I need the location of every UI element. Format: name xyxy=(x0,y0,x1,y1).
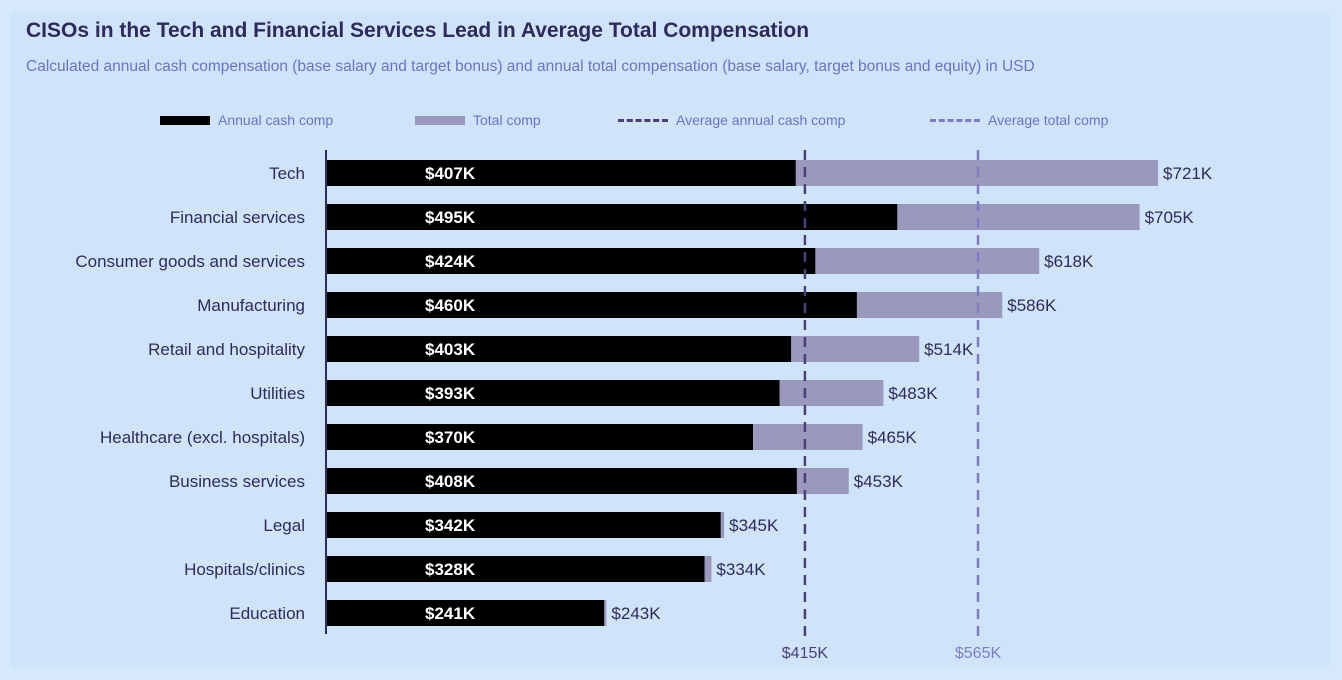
total-value-label: $334K xyxy=(716,560,766,579)
avg-cash-reference-label: $415K xyxy=(782,645,829,662)
category-label: Business services xyxy=(169,472,305,491)
legend: Annual cash comp Total comp Average annu… xyxy=(160,110,1160,132)
category-label: Utilities xyxy=(250,384,305,403)
total-value-label: $345K xyxy=(729,516,779,535)
total-value-label: $453K xyxy=(854,472,904,491)
cash-comp-bar xyxy=(326,292,857,318)
legend-swatch-cash xyxy=(160,115,210,125)
total-value-label: $514K xyxy=(924,340,974,359)
legend-item-cash: Annual cash comp xyxy=(160,110,333,130)
legend-label-avg-total: Average total comp xyxy=(988,112,1109,128)
category-label: Consumer goods and services xyxy=(75,252,305,271)
category-label: Tech xyxy=(269,164,305,183)
cash-value-label: $424K xyxy=(425,252,476,271)
legend-label-total: Total comp xyxy=(473,112,541,128)
legend-dash-avg-cash xyxy=(618,118,668,122)
legend-swatch-total xyxy=(415,115,465,125)
total-value-label: $618K xyxy=(1044,252,1094,271)
cash-comp-bar xyxy=(326,468,797,494)
cash-comp-bar xyxy=(326,600,605,626)
total-value-label: $586K xyxy=(1007,296,1057,315)
legend-dash-avg-total xyxy=(930,118,980,122)
cash-value-label: $393K xyxy=(425,384,476,403)
cash-comp-bar xyxy=(326,424,753,450)
cash-comp-bar xyxy=(326,556,705,582)
chart-subtitle: Calculated annual cash compensation (bas… xyxy=(26,58,1035,75)
legend-item-avg-total: Average total comp xyxy=(930,110,1108,130)
cash-value-label: $403K xyxy=(425,340,476,359)
cash-comp-bar xyxy=(326,248,816,274)
cash-comp-bar xyxy=(326,512,721,538)
legend-item-avg-cash: Average annual cash comp xyxy=(618,110,845,130)
category-label: Hospitals/clinics xyxy=(184,560,305,579)
total-value-label: $721K xyxy=(1163,164,1213,183)
category-label: Financial services xyxy=(170,208,305,227)
category-label: Education xyxy=(229,604,305,623)
cash-value-label: $241K xyxy=(425,604,476,623)
category-label: Healthcare (excl. hospitals) xyxy=(100,428,305,447)
category-label: Manufacturing xyxy=(197,296,305,315)
legend-label-avg-cash: Average annual cash comp xyxy=(676,112,846,128)
legend-item-total: Total comp xyxy=(415,110,541,130)
total-value-label: $705K xyxy=(1145,208,1195,227)
total-value-label: $465K xyxy=(868,428,918,447)
cash-comp-bar xyxy=(326,160,796,186)
cash-value-label: $460K xyxy=(425,296,476,315)
cash-value-label: $370K xyxy=(425,428,476,447)
category-label: Legal xyxy=(263,516,305,535)
legend-label-cash: Annual cash comp xyxy=(218,112,334,128)
cash-value-label: $407K xyxy=(425,164,476,183)
cash-value-label: $342K xyxy=(425,516,476,535)
cash-value-label: $408K xyxy=(425,472,476,491)
total-value-label: $483K xyxy=(888,384,938,403)
cash-value-label: $328K xyxy=(425,560,476,579)
cash-comp-bar xyxy=(326,204,898,230)
category-label: Retail and hospitality xyxy=(148,340,305,359)
cash-comp-bar xyxy=(326,380,780,406)
chart-title: CISOs in the Tech and Financial Services… xyxy=(26,19,810,42)
cash-value-label: $495K xyxy=(425,208,476,227)
total-value-label: $243K xyxy=(611,604,661,623)
avg-total-reference-label: $565K xyxy=(955,645,1002,662)
cash-comp-bar xyxy=(326,336,792,362)
